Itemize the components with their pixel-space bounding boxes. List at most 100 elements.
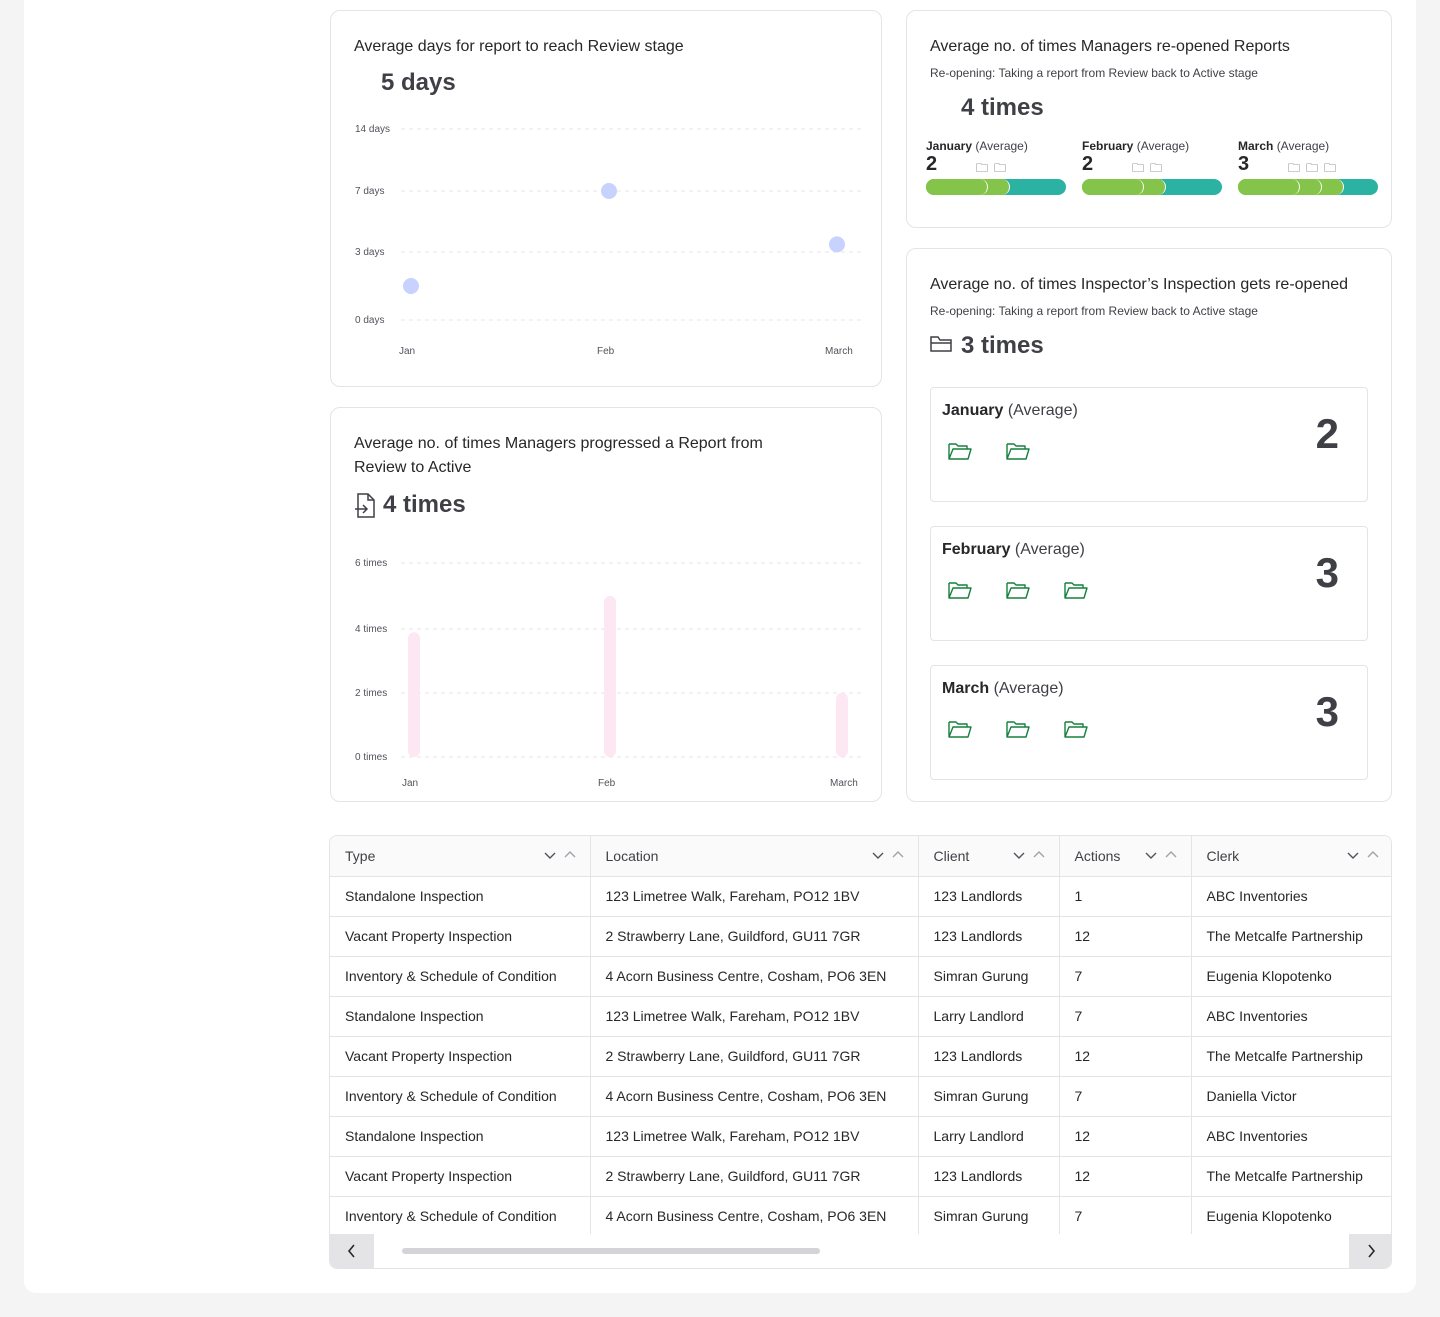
month-card-february: February (Average) 3 xyxy=(930,526,1368,641)
reopen-progress-bar xyxy=(926,179,1066,195)
avg-days-card: Average days for report to reach Review … xyxy=(330,10,882,387)
table-cell-location: 4 Acorn Business Centre, Cosham, PO6 3EN xyxy=(590,1076,919,1117)
mini-month-value: 2 xyxy=(926,153,938,175)
table-row[interactable]: Inventory & Schedule of Condition 4 Acorn… xyxy=(330,1076,1391,1117)
table-cell-actions: 1 xyxy=(1059,876,1192,917)
table-cell-location: 2 Strawberry Lane, Guildford, GU11 7GR xyxy=(590,916,919,957)
data-point[interactable] xyxy=(829,236,845,253)
table-cell-location: 4 Acorn Business Centre, Cosham, PO6 3EN xyxy=(590,1196,919,1237)
column-header-clerk[interactable]: Clerk xyxy=(1191,836,1391,877)
managers-reopened-title: Average no. of times Managers re-opened … xyxy=(930,38,1290,55)
table-cell-client: Larry Landlord xyxy=(918,1116,1060,1157)
y-tick-label: 0 days xyxy=(355,315,384,326)
scrollbar-thumb[interactable] xyxy=(402,1248,820,1254)
table-cell-client: 123 Landlords xyxy=(918,1036,1060,1077)
sort-asc-icon[interactable] xyxy=(1165,849,1177,861)
reopen-progress-bar xyxy=(1238,179,1378,195)
data-point[interactable] xyxy=(403,278,419,294)
table-cell-actions: 7 xyxy=(1059,1076,1192,1117)
table-cell-clerk: ABC Inventories xyxy=(1191,876,1391,917)
table-cell-type: Vacant Property Inspection xyxy=(330,1156,591,1197)
sort-desc-icon[interactable] xyxy=(1347,849,1359,861)
column-header-actions[interactable]: Actions xyxy=(1059,836,1192,877)
column-header-client[interactable]: Client xyxy=(918,836,1060,877)
y-tick-label: 7 days xyxy=(355,186,384,197)
y-tick-label: 4 times xyxy=(355,624,387,635)
mini-month-february: February (Average) 2 🗀🗀 xyxy=(1082,139,1222,195)
table-cell-type: Inventory & Schedule of Condition xyxy=(330,956,591,997)
table-row[interactable]: Inventory & Schedule of Condition 4 Acorn… xyxy=(330,956,1391,997)
document-arrow-icon xyxy=(354,493,376,519)
table-cell-type: Standalone Inspection xyxy=(330,1116,591,1157)
scroll-left-button[interactable] xyxy=(330,1234,374,1268)
progressed-title: Average no. of times Managers progressed… xyxy=(354,435,763,476)
table-cell-location: 123 Limetree Walk, Fareham, PO12 1BV xyxy=(590,1116,919,1157)
table-row[interactable]: Standalone Inspection 123 Limetree Walk, … xyxy=(330,996,1391,1037)
sort-desc-icon[interactable] xyxy=(1013,849,1025,861)
sort-asc-icon[interactable] xyxy=(892,849,904,861)
open-folder-icon xyxy=(1063,580,1089,600)
open-folder-icon xyxy=(947,580,973,600)
progress-segment xyxy=(926,179,988,195)
folder-icons xyxy=(947,580,1089,600)
scroll-right-button[interactable] xyxy=(1349,1234,1391,1268)
avg-days-chart: 14 days 7 days 3 days 0 days Jan Feb March xyxy=(355,124,861,357)
table-row[interactable]: Standalone Inspection 123 Limetree Walk, … xyxy=(330,876,1391,917)
sort-asc-icon[interactable] xyxy=(1367,849,1379,861)
table-cell-client: Larry Landlord xyxy=(918,996,1060,1037)
table-row[interactable]: Vacant Property Inspection 2 Strawberry L… xyxy=(330,916,1391,957)
column-header-location[interactable]: Location xyxy=(590,836,919,877)
managers-reopened-value: 4 times xyxy=(961,94,1044,121)
month-card-value: 3 xyxy=(1315,688,1339,735)
table-cell-actions: 12 xyxy=(1059,916,1192,957)
table-cell-client: 123 Landlords xyxy=(918,1156,1060,1197)
x-tick-label: March xyxy=(830,778,858,789)
table-cell-location: 123 Limetree Walk, Fareham, PO12 1BV xyxy=(590,876,919,917)
data-bar[interactable] xyxy=(604,596,616,757)
table-row[interactable]: Vacant Property Inspection 2 Strawberry L… xyxy=(330,1036,1391,1077)
mini-month-label: March (Average) xyxy=(1238,139,1330,153)
open-folder-icon xyxy=(1005,580,1031,600)
table-cell-type: Inventory & Schedule of Condition xyxy=(330,1196,591,1237)
x-tick-label: Feb xyxy=(597,346,615,357)
table-cell-location: 2 Strawberry Lane, Guildford, GU11 7GR xyxy=(590,1156,919,1197)
sort-asc-icon[interactable] xyxy=(564,849,576,861)
horizontal-scrollbar[interactable] xyxy=(330,1234,1391,1268)
table-row[interactable]: Standalone Inspection 123 Limetree Walk, … xyxy=(330,1116,1391,1157)
open-folder-icon xyxy=(1005,719,1031,739)
mini-month-value: 2 xyxy=(1082,153,1094,175)
sort-desc-icon[interactable] xyxy=(872,849,884,861)
table-row[interactable]: Inventory & Schedule of Condition 4 Acorn… xyxy=(330,1196,1391,1237)
mini-month-value: 3 xyxy=(1238,153,1250,175)
inspection-reopened-value: 3 times xyxy=(961,332,1044,359)
avg-days-title: Average days for report to reach Review … xyxy=(354,38,684,55)
data-bar[interactable] xyxy=(836,693,848,757)
table-cell-type: Standalone Inspection xyxy=(330,996,591,1037)
table-cell-type: Standalone Inspection xyxy=(330,876,591,917)
inspection-reopened-subtitle: Re-opening: Taking a report from Review … xyxy=(930,304,1258,318)
column-header-type[interactable]: Type xyxy=(330,836,591,877)
open-folder-icon xyxy=(1063,719,1089,739)
table-cell-clerk: ABC Inventories xyxy=(1191,996,1391,1037)
managers-reopened-card: Average no. of times Managers re-opened … xyxy=(906,10,1392,228)
table-row[interactable]: Vacant Property Inspection 2 Strawberry L… xyxy=(330,1156,1391,1197)
data-bar[interactable] xyxy=(408,632,420,757)
table-header-row: Type Location Client Actions Clerk xyxy=(330,836,1391,877)
sort-desc-icon[interactable] xyxy=(1145,849,1157,861)
data-point[interactable] xyxy=(601,183,617,199)
x-tick-label: Jan xyxy=(399,346,415,357)
open-folder-icon xyxy=(947,719,973,739)
sort-asc-icon[interactable] xyxy=(1033,849,1045,861)
chevron-right-icon xyxy=(1368,1244,1376,1258)
month-card-january: January (Average) 2 xyxy=(930,387,1368,502)
table-cell-actions: 7 xyxy=(1059,996,1192,1037)
table-cell-client: 123 Landlords xyxy=(918,876,1060,917)
progressed-card: Average no. of times Managers progressed… xyxy=(330,407,882,802)
folder-icons: 🗀🗀🗀 xyxy=(1288,161,1343,175)
folder-icons xyxy=(947,441,1031,461)
table-cell-client: Simran Gurung xyxy=(918,956,1060,997)
sort-desc-icon[interactable] xyxy=(544,849,556,861)
mini-month-label: February (Average) xyxy=(1082,139,1190,153)
table-cell-clerk: The Metcalfe Partnership xyxy=(1191,1156,1391,1197)
progress-segment xyxy=(1238,179,1300,195)
